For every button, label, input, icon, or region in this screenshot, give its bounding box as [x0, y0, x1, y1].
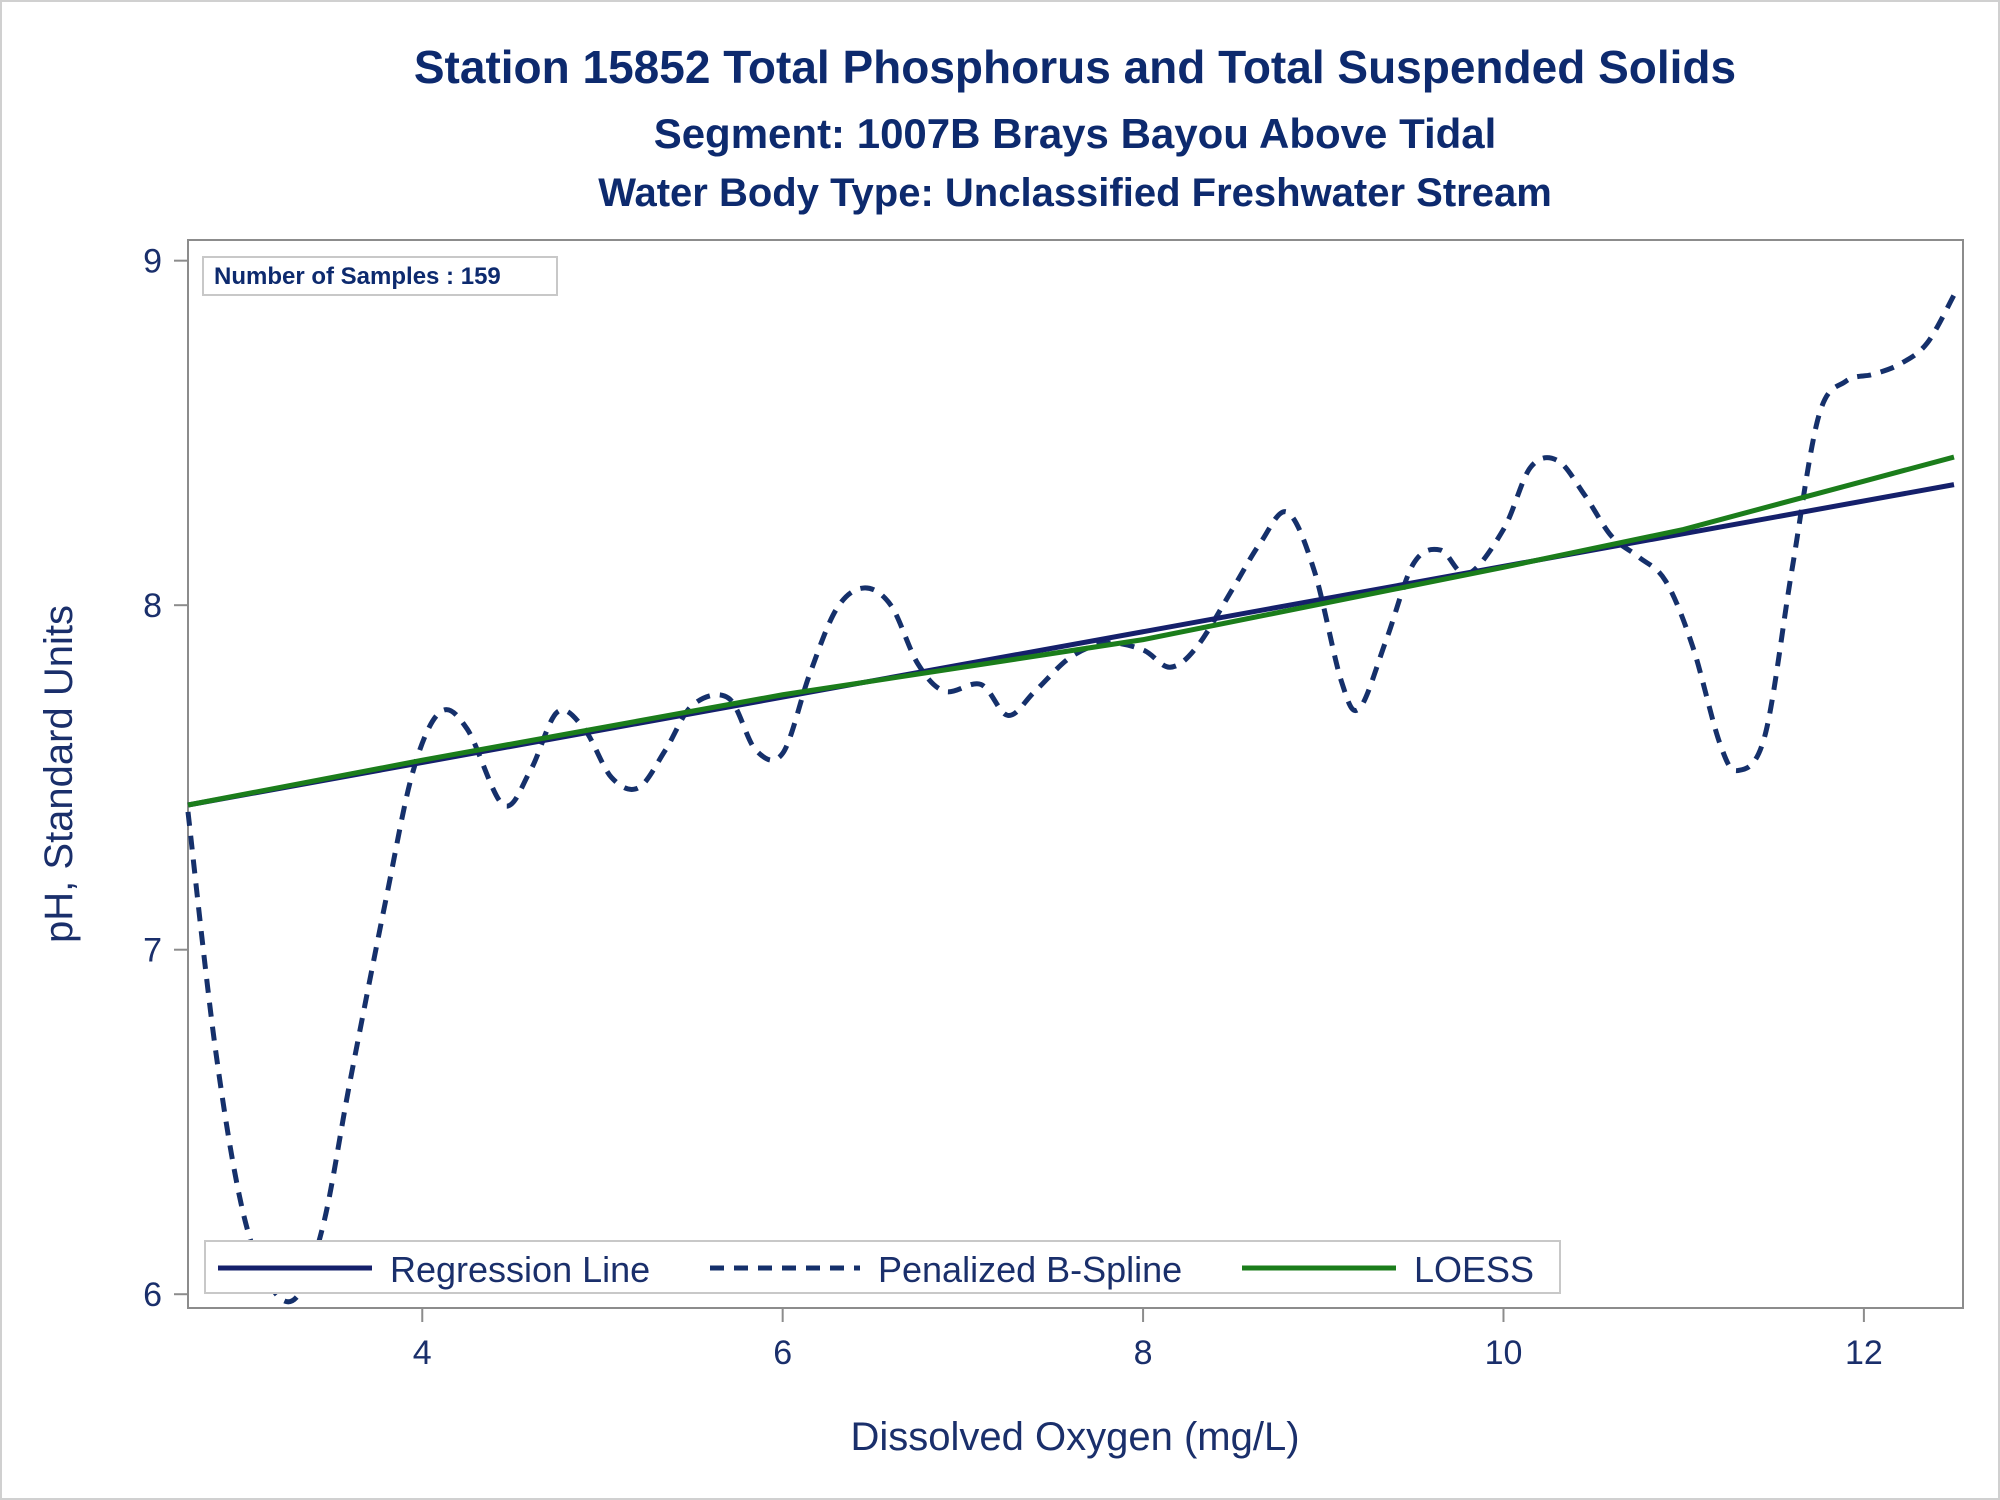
y-tick-label: 7 — [143, 932, 162, 970]
series-loess-line — [187, 454, 1955, 808]
legend-label-regression: Regression Line — [390, 1249, 650, 1290]
y-tick-label: 6 — [143, 1276, 162, 1314]
y-tick-label: 9 — [143, 243, 162, 281]
series-layer — [185, 293, 1957, 1305]
chart-subtitle-segment: Segment: 1007B Brays Bayou Above Tidal — [654, 110, 1497, 157]
legend-label-loess: LOESS — [1414, 1249, 1534, 1290]
sample-count-box: Number of Samples : 159 — [202, 256, 558, 296]
x-axis: 4 6 8 10 12 — [413, 1308, 1883, 1372]
sample-count-label: Number of Samples : 159 — [214, 263, 501, 290]
chart-title: Station 15852 Total Phosphorus and Total… — [414, 41, 1736, 93]
y-tick-label: 8 — [143, 587, 162, 625]
x-axis-label: Dissolved Oxygen (mg/L) — [850, 1415, 1299, 1459]
series-penalized-bspline — [185, 293, 1957, 1305]
y-axis-label: pH, Standard Units — [37, 605, 81, 943]
x-tick-label: 10 — [1485, 1334, 1523, 1372]
x-tick-label: 4 — [413, 1334, 432, 1372]
x-tick-label: 8 — [1134, 1334, 1153, 1372]
chart-subtitle-waterbody: Water Body Type: Unclassified Freshwater… — [598, 171, 1552, 215]
legend-label-spline: Penalized B-Spline — [878, 1249, 1182, 1290]
y-axis: 6 7 8 9 — [143, 243, 188, 1314]
x-tick-label: 12 — [1845, 1334, 1883, 1372]
x-tick-label: 6 — [773, 1334, 792, 1372]
plot-area — [187, 239, 1964, 1309]
legend: Regression Line Penalized B-Spline LOESS — [204, 1240, 1561, 1294]
